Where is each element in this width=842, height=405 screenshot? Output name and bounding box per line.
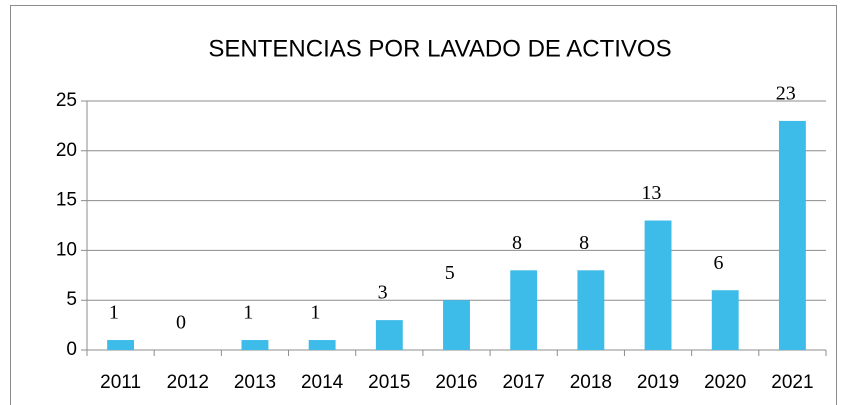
chart-border bbox=[10, 5, 837, 405]
bar bbox=[443, 300, 470, 350]
data-label: 6 bbox=[714, 252, 724, 274]
data-label: 23 bbox=[776, 83, 796, 105]
chart-title: SENTENCIAS POR LAVADO DE ACTIVOS bbox=[208, 35, 671, 62]
x-tick-label: 2013 bbox=[234, 372, 276, 393]
data-label: 13 bbox=[641, 182, 661, 204]
bar bbox=[711, 290, 739, 350]
y-tick-label: 0 bbox=[66, 339, 77, 360]
y-tick-label: 10 bbox=[56, 239, 77, 260]
x-tick-label: 2014 bbox=[301, 372, 344, 393]
bar bbox=[510, 270, 538, 350]
bar bbox=[308, 340, 336, 350]
y-tick-label: 5 bbox=[66, 289, 77, 310]
x-tick-label: 2021 bbox=[771, 372, 813, 393]
bar bbox=[577, 270, 605, 350]
data-label: 1 bbox=[109, 302, 119, 324]
data-label: 1 bbox=[243, 302, 253, 324]
y-tick-label: 15 bbox=[56, 190, 77, 211]
data-label: 8 bbox=[512, 232, 522, 254]
data-label: 1 bbox=[310, 302, 320, 324]
y-tick-label: 20 bbox=[56, 140, 77, 161]
bar bbox=[644, 220, 672, 350]
data-label: 0 bbox=[176, 312, 186, 334]
x-tick-label: 2016 bbox=[435, 372, 477, 393]
x-tick-label: 2011 bbox=[100, 372, 141, 393]
bar bbox=[778, 120, 806, 350]
data-label: 5 bbox=[445, 262, 455, 284]
x-tick-label: 2018 bbox=[570, 372, 612, 393]
x-tick-label: 2015 bbox=[368, 372, 410, 393]
bar bbox=[241, 340, 269, 350]
x-tick-label: 2017 bbox=[503, 372, 545, 393]
bar bbox=[107, 340, 135, 350]
data-label: 3 bbox=[378, 282, 388, 304]
x-tick-label: 2020 bbox=[704, 372, 746, 393]
data-label: 8 bbox=[579, 232, 589, 254]
x-tick-label: 2019 bbox=[637, 372, 679, 393]
bar bbox=[375, 320, 403, 350]
y-tick-label: 25 bbox=[56, 90, 77, 111]
x-tick-label: 2012 bbox=[167, 372, 209, 393]
